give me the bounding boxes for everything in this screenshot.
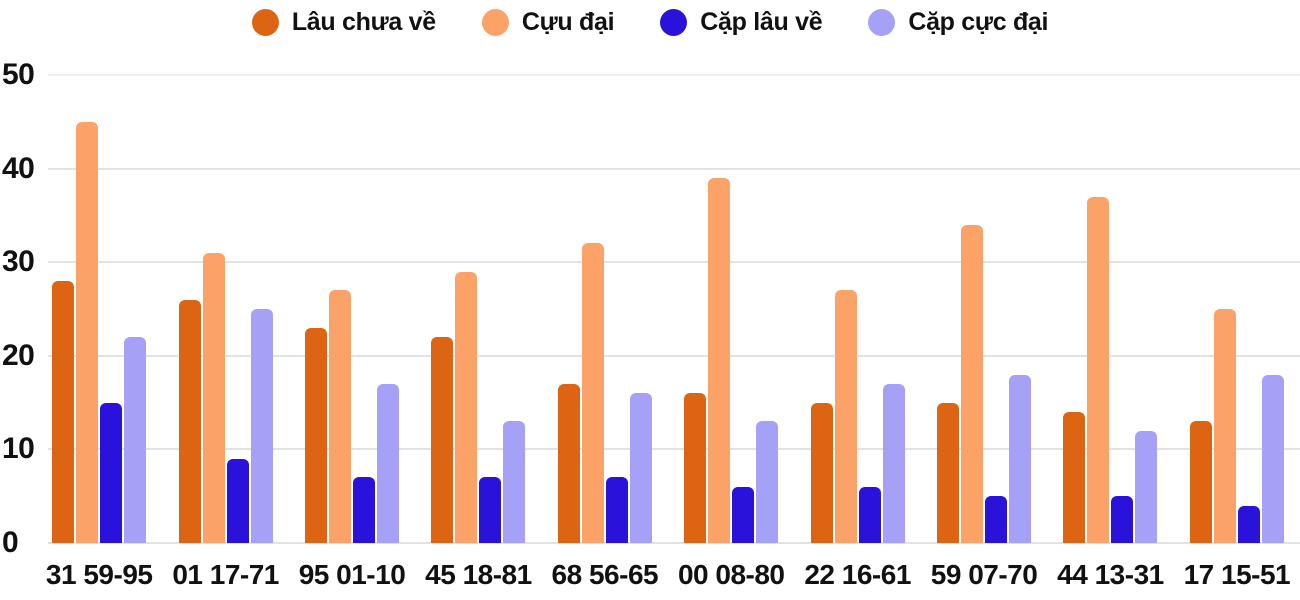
bar-series1-group6[interactable] (684, 393, 707, 543)
legend-marker-icon (481, 9, 509, 36)
bar-series3-group6[interactable] (732, 486, 755, 543)
bar-series4-group1[interactable] (124, 337, 147, 543)
legend-label: Cựu đại (521, 8, 615, 36)
legend-item-cap-cuc-dai[interactable]: Cặp cực đại (868, 8, 1048, 37)
x-axis-label-1: 31 59-95 (45, 559, 153, 590)
bar-series4-group8[interactable] (1009, 374, 1032, 543)
bar-group-6 (668, 75, 794, 543)
bar-series2-group4[interactable] (455, 271, 478, 543)
bar-series2-group7[interactable] (834, 290, 857, 543)
chart-legend: Lâu chưa về Cựu đại Cặp lâu về Cặp cực đ… (0, 8, 1300, 37)
y-axis-tick: 50 (2, 58, 35, 91)
legend-label: Lâu chưa về (291, 8, 436, 36)
legend-item-cap-lau-ve[interactable]: Cặp lâu về (660, 8, 823, 37)
bar-series4-group9[interactable] (1135, 430, 1158, 543)
legend-item-lau-chua-ve[interactable]: Lâu chưa về (251, 8, 436, 37)
bar-series1-group4[interactable] (431, 337, 454, 543)
bar-group-4 (415, 75, 541, 543)
bar-series2-group9[interactable] (1087, 196, 1110, 543)
bar-series1-group1[interactable] (52, 280, 75, 543)
bar-group-2 (162, 75, 288, 543)
bar-group-9 (1047, 75, 1173, 543)
bar-series1-group5[interactable] (557, 383, 580, 543)
bar-series4-group6[interactable] (756, 421, 779, 543)
legend-marker-icon (251, 9, 279, 36)
legend-label: Cặp lâu về (700, 8, 823, 36)
bar-series4-group4[interactable] (503, 421, 526, 543)
bar-series3-group2[interactable] (226, 458, 249, 543)
bar-series2-group10[interactable] (1213, 309, 1236, 543)
bar-series3-group7[interactable] (858, 486, 881, 543)
bar-series1-group3[interactable] (305, 327, 328, 543)
bar-series2-group1[interactable] (76, 121, 99, 543)
y-axis-tick: 10 (2, 432, 35, 466)
bars-row (36, 75, 1300, 543)
bar-series3-group1[interactable] (100, 402, 123, 543)
bar-series3-group8[interactable] (985, 496, 1008, 543)
bar-series4-group3[interactable] (377, 383, 400, 543)
bar-series4-group7[interactable] (882, 383, 905, 543)
bar-series2-group5[interactable] (581, 243, 604, 543)
x-axis-label-9: 44 13-31 (1057, 559, 1164, 590)
bar-group-10 (1174, 75, 1300, 543)
y-axis-tick: 40 (2, 151, 35, 185)
gridline-20 (48, 354, 1300, 357)
gridline-40 (48, 167, 1300, 170)
x-axis-label-5: 68 56-65 (551, 559, 659, 590)
legend-marker-icon (660, 9, 688, 36)
bar-series2-group6[interactable] (708, 177, 731, 543)
bar-series3-group3[interactable] (353, 477, 376, 543)
bar-series1-group8[interactable] (937, 402, 960, 543)
gridline-10 (48, 448, 1300, 451)
gridline-50 (48, 74, 1300, 76)
legend-item-cuu-dai[interactable]: Cựu đại (481, 8, 615, 37)
x-axis-label-3: 95 01-10 (298, 559, 406, 590)
y-axis-tick: 30 (2, 245, 35, 279)
bar-series2-group2[interactable] (202, 252, 225, 543)
plot-area: 50 40 30 20 10 0 (0, 60, 1300, 558)
bar-series1-group2[interactable] (178, 299, 201, 543)
legend-label: Cặp cực đại (908, 8, 1049, 36)
y-axis-tick: 0 (2, 526, 19, 559)
bar-group-5 (542, 75, 668, 543)
x-axis-label-10: 17 15-51 (1183, 559, 1291, 590)
bar-series3-group5[interactable] (605, 477, 628, 543)
x-axis-labels: 31 59-95 01 17-71 95 01-10 45 18-81 68 56-65… (36, 557, 1300, 592)
bar-series2-group8[interactable] (961, 224, 984, 543)
y-axis-tick: 20 (2, 338, 35, 372)
x-axis-label-4: 45 18-81 (425, 559, 532, 590)
bar-group-1 (36, 75, 162, 543)
bar-series2-group3[interactable] (329, 290, 352, 543)
bar-series3-group10[interactable] (1237, 505, 1260, 543)
bar-group-3 (289, 75, 415, 543)
x-axis-label-6: 00 08-80 (677, 559, 785, 590)
bar-series1-group9[interactable] (1063, 411, 1086, 543)
gridline-0 (48, 542, 1300, 544)
bar-series4-group2[interactable] (250, 309, 273, 543)
bar-series3-group4[interactable] (479, 477, 502, 543)
gridline-30 (48, 261, 1300, 264)
bar-group-7 (794, 75, 920, 543)
bar-group-8 (921, 75, 1047, 543)
bar-series1-group10[interactable] (1189, 421, 1212, 543)
bar-series3-group9[interactable] (1111, 496, 1134, 543)
bar-series4-group10[interactable] (1261, 374, 1284, 543)
x-axis-label-7: 22 16-61 (804, 559, 911, 590)
x-axis-label-8: 59 07-70 (930, 559, 1038, 590)
bar-series1-group7[interactable] (810, 402, 833, 543)
x-axis-label-2: 01 17-71 (172, 559, 279, 590)
bar-series4-group5[interactable] (629, 393, 652, 543)
legend-marker-icon (868, 9, 896, 36)
